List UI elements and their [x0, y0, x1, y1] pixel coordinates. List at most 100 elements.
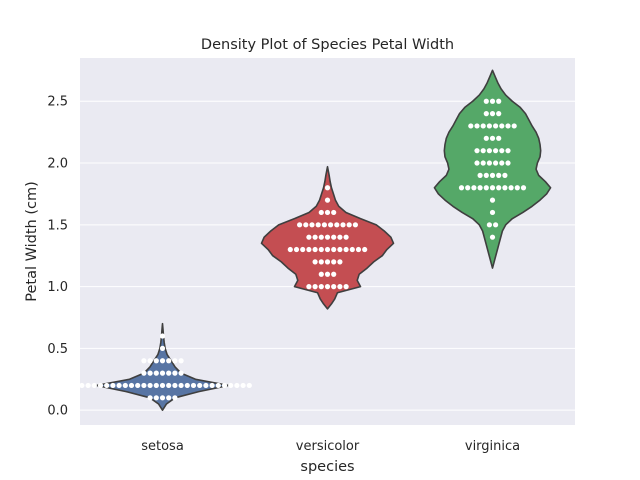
data-point-versicolor: [331, 246, 337, 253]
data-point-versicolor: [293, 246, 300, 253]
data-point-setosa: [166, 358, 172, 364]
violin-virginica: [433, 69, 552, 269]
data-point-virginica: [496, 172, 502, 178]
data-point-versicolor: [306, 234, 312, 240]
swarm-points: [73, 98, 527, 401]
data-point-setosa: [153, 382, 159, 389]
data-point-virginica: [477, 185, 483, 191]
data-point-virginica: [474, 160, 480, 166]
data-point-setosa: [122, 382, 128, 389]
x-tick-label: setosa: [141, 439, 184, 454]
data-point-versicolor: [324, 271, 331, 277]
y-tick-label: 1.0: [47, 280, 68, 295]
data-point-setosa: [172, 395, 178, 401]
data-point-virginica: [486, 222, 492, 228]
data-point-setosa: [246, 382, 252, 389]
data-point-versicolor: [315, 222, 321, 228]
data-point-virginica: [486, 123, 492, 129]
data-point-virginica: [474, 123, 480, 129]
data-point-versicolor: [318, 284, 324, 290]
data-point-versicolor: [343, 284, 349, 290]
data-point-setosa: [141, 382, 147, 389]
data-point-setosa: [159, 395, 166, 401]
data-point-virginica: [505, 148, 511, 154]
data-point-versicolor: [324, 246, 331, 253]
data-point-setosa: [221, 382, 228, 389]
data-point-versicolor: [362, 246, 368, 253]
data-point-versicolor: [328, 222, 334, 228]
data-point-versicolor: [321, 222, 327, 228]
y-tick-label: 2.0: [47, 157, 68, 172]
data-point-setosa: [178, 382, 184, 389]
data-point-versicolor: [324, 284, 331, 290]
data-point-virginica: [499, 160, 505, 166]
data-point-versicolor: [337, 284, 343, 290]
data-point-versicolor: [318, 209, 324, 216]
data-point-versicolor: [331, 234, 337, 240]
x-tick-label: versicolor: [296, 439, 360, 454]
data-point-virginica: [458, 185, 465, 191]
data-point-setosa: [234, 382, 240, 389]
data-point-virginica: [468, 123, 474, 129]
data-point-versicolor: [312, 246, 318, 253]
data-point-virginica: [483, 98, 489, 104]
data-point-setosa: [153, 395, 159, 401]
data-point-virginica: [502, 185, 508, 191]
data-point-setosa: [172, 382, 178, 389]
data-point-virginica: [489, 135, 496, 141]
data-point-setosa: [153, 358, 159, 364]
data-point-versicolor: [337, 259, 343, 265]
data-point-versicolor: [300, 246, 306, 253]
data-point-virginica: [483, 185, 489, 191]
data-point-versicolor: [306, 284, 312, 290]
data-point-setosa: [128, 382, 135, 389]
data-point-virginica: [480, 123, 486, 129]
data-point-versicolor: [343, 246, 349, 253]
data-point-virginica: [508, 185, 514, 191]
data-point-versicolor: [331, 209, 337, 216]
data-point-setosa: [159, 345, 166, 351]
data-point-setosa: [141, 370, 147, 376]
data-point-virginica: [489, 234, 496, 240]
data-point-versicolor: [324, 185, 331, 191]
data-point-setosa: [85, 382, 91, 389]
data-point-virginica: [505, 123, 511, 129]
data-point-versicolor: [324, 209, 331, 216]
data-point-versicolor: [349, 246, 355, 253]
data-point-setosa: [159, 382, 166, 389]
data-point-versicolor: [287, 246, 293, 253]
data-point-versicolor: [318, 271, 324, 277]
data-point-versicolor: [312, 259, 318, 265]
data-point-versicolor: [318, 246, 324, 253]
data-point-virginica: [511, 123, 517, 129]
data-point-versicolor: [331, 284, 337, 290]
y-tick-label: 1.5: [47, 218, 68, 233]
data-point-setosa: [135, 382, 141, 389]
data-point-virginica: [483, 172, 489, 178]
data-point-virginica: [496, 185, 502, 191]
data-point-setosa: [240, 382, 246, 389]
data-point-versicolor: [355, 246, 362, 253]
data-point-virginica: [477, 172, 483, 178]
data-point-versicolor: [334, 222, 340, 228]
data-point-versicolor: [312, 284, 318, 290]
data-point-versicolor: [318, 234, 324, 240]
data-point-virginica: [486, 148, 492, 154]
data-point-setosa: [159, 358, 166, 364]
data-point-versicolor: [303, 222, 309, 228]
y-tick-label: 0.5: [47, 342, 68, 357]
data-point-virginica: [471, 185, 477, 191]
data-point-setosa: [79, 382, 85, 389]
data-point-virginica: [493, 222, 499, 228]
data-point-setosa: [166, 370, 172, 376]
data-point-virginica: [493, 148, 499, 154]
data-point-setosa: [147, 395, 153, 401]
y-tick-label: 2.5: [47, 95, 68, 110]
data-point-setosa: [166, 395, 172, 401]
data-point-setosa: [228, 382, 234, 389]
data-point-virginica: [489, 98, 496, 104]
data-point-virginica: [493, 123, 499, 129]
data-point-setosa: [91, 382, 97, 389]
data-point-virginica: [483, 111, 489, 117]
data-point-setosa: [197, 382, 203, 389]
